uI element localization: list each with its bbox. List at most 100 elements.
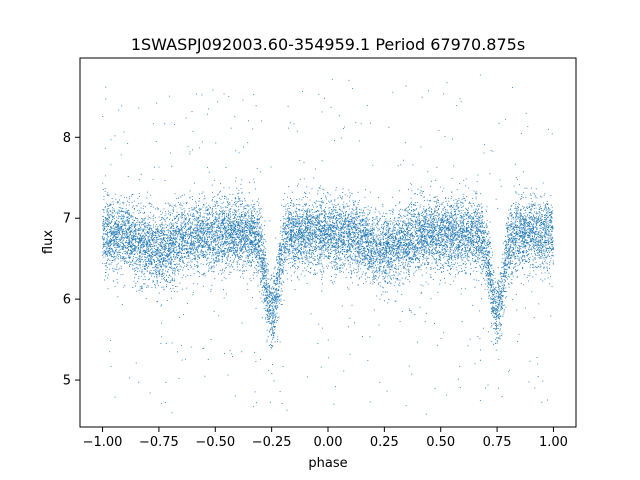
data-point	[205, 251, 207, 253]
data-point	[423, 230, 425, 232]
data-point	[191, 241, 193, 242]
data-point	[549, 211, 551, 213]
data-point	[278, 268, 280, 270]
data-point	[127, 237, 129, 239]
data-point	[344, 242, 346, 244]
data-point	[461, 202, 463, 204]
data-point	[534, 218, 535, 220]
data-point	[359, 200, 361, 202]
data-point	[164, 219, 166, 221]
data-point	[261, 317, 263, 319]
data-point	[485, 254, 487, 256]
data-point	[192, 131, 194, 133]
data-point	[374, 282, 376, 284]
data-point	[203, 254, 205, 255]
data-point	[407, 228, 408, 230]
data-point	[503, 274, 504, 276]
data-point	[197, 231, 199, 233]
data-point	[176, 198, 178, 200]
data-point	[134, 234, 136, 236]
data-point	[202, 230, 204, 232]
data-point	[438, 225, 440, 227]
data-point	[524, 307, 526, 309]
data-point	[115, 237, 117, 239]
data-point	[430, 215, 432, 217]
data-point	[379, 266, 381, 268]
data-point	[397, 232, 399, 234]
data-point	[509, 230, 511, 232]
data-point	[445, 234, 447, 236]
data-point	[536, 234, 538, 236]
data-point	[196, 247, 198, 249]
data-point	[117, 223, 119, 225]
data-point	[465, 215, 467, 217]
data-point	[497, 302, 499, 304]
data-point	[314, 237, 316, 239]
data-point	[396, 232, 398, 234]
data-point	[204, 219, 206, 221]
data-point	[351, 218, 353, 220]
data-point	[233, 250, 235, 252]
data-point	[438, 240, 440, 242]
data-point	[518, 251, 520, 253]
data-point	[323, 227, 325, 228]
data-point	[147, 241, 148, 243]
data-point	[127, 216, 128, 218]
data-point	[264, 286, 265, 287]
data-point	[450, 245, 452, 247]
data-point	[373, 276, 375, 278]
data-point	[233, 238, 235, 240]
data-point	[363, 223, 365, 225]
data-point	[438, 216, 440, 218]
data-point	[427, 221, 428, 222]
data-point	[452, 231, 454, 233]
data-point	[132, 236, 134, 238]
data-point	[261, 260, 263, 262]
data-point	[189, 217, 191, 219]
data-point	[121, 238, 123, 240]
data-point	[170, 252, 172, 253]
data-point	[352, 209, 354, 210]
data-point	[355, 212, 357, 214]
data-point	[394, 237, 396, 238]
data-point	[190, 243, 192, 245]
data-point	[303, 253, 305, 255]
data-point	[131, 229, 133, 231]
data-point	[315, 218, 317, 220]
data-point	[517, 235, 519, 237]
data-point	[203, 198, 205, 200]
data-point	[147, 250, 149, 252]
data-point	[467, 239, 469, 241]
data-point	[435, 249, 437, 251]
data-point	[543, 234, 545, 236]
data-point	[201, 247, 203, 248]
data-point	[438, 129, 440, 131]
data-point	[127, 200, 128, 202]
data-point	[181, 237, 183, 239]
data-point	[451, 216, 453, 218]
data-point	[470, 273, 472, 274]
data-point	[160, 256, 162, 258]
data-point	[269, 296, 270, 298]
data-point	[248, 242, 250, 244]
data-point	[502, 263, 504, 265]
data-point	[291, 199, 293, 201]
data-point	[521, 250, 523, 252]
data-point	[121, 211, 123, 213]
data-point	[494, 278, 496, 280]
data-point	[280, 294, 282, 296]
data-point	[530, 198, 532, 199]
data-point	[215, 229, 217, 231]
data-point	[289, 244, 291, 246]
data-point	[139, 255, 141, 257]
data-point	[359, 248, 361, 250]
data-point	[486, 219, 488, 221]
data-point	[399, 321, 401, 323]
data-point	[110, 239, 112, 241]
data-point	[271, 345, 272, 346]
data-point	[449, 228, 450, 230]
data-point	[324, 211, 325, 213]
data-point	[217, 205, 219, 207]
data-point	[458, 224, 460, 226]
data-point	[193, 257, 195, 259]
